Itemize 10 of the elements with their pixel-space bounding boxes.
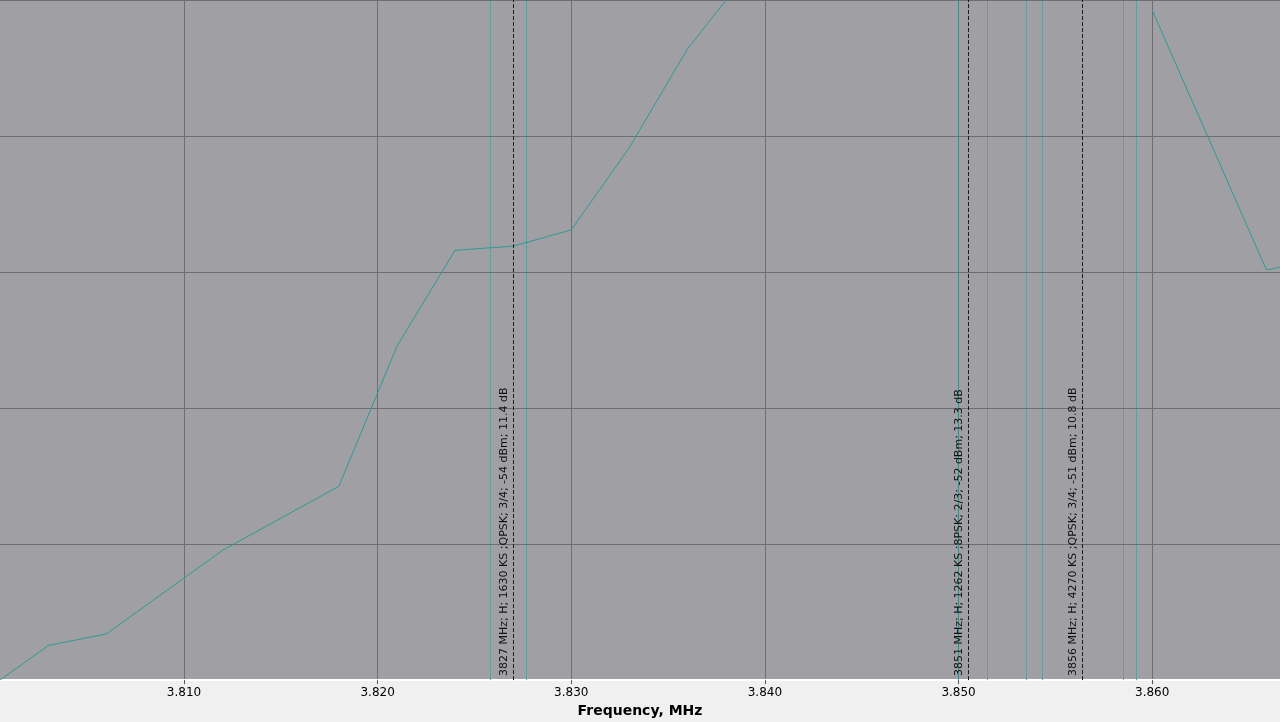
x-axis-title: Frequency, MHz — [577, 702, 703, 718]
ref-line-label: 3851 MHz; H; 1262 KS ;8PSK; 2/3; -52 dBm; 13.3 dB — [952, 389, 966, 677]
x-tick-label: 3.820 — [360, 685, 395, 700]
x-tick-label: 3.830 — [554, 685, 589, 700]
x-tick-label: 3.840 — [747, 685, 783, 700]
ref-line-label: 3856 MHz; H; 4270 KS ;QPSK; 3/4; -51 dBm; 10.8 dB — [1066, 387, 1080, 677]
x-tick-label: 3.810 — [166, 685, 202, 700]
ref-line-label: 3827 MHz; H; 1630 KS ;QPSK; 3/4; -54 dBm; 11.4 dB — [497, 387, 511, 677]
x-tick-label: 3.850 — [941, 685, 976, 700]
x-tick-label: 3.860 — [1135, 685, 1170, 700]
